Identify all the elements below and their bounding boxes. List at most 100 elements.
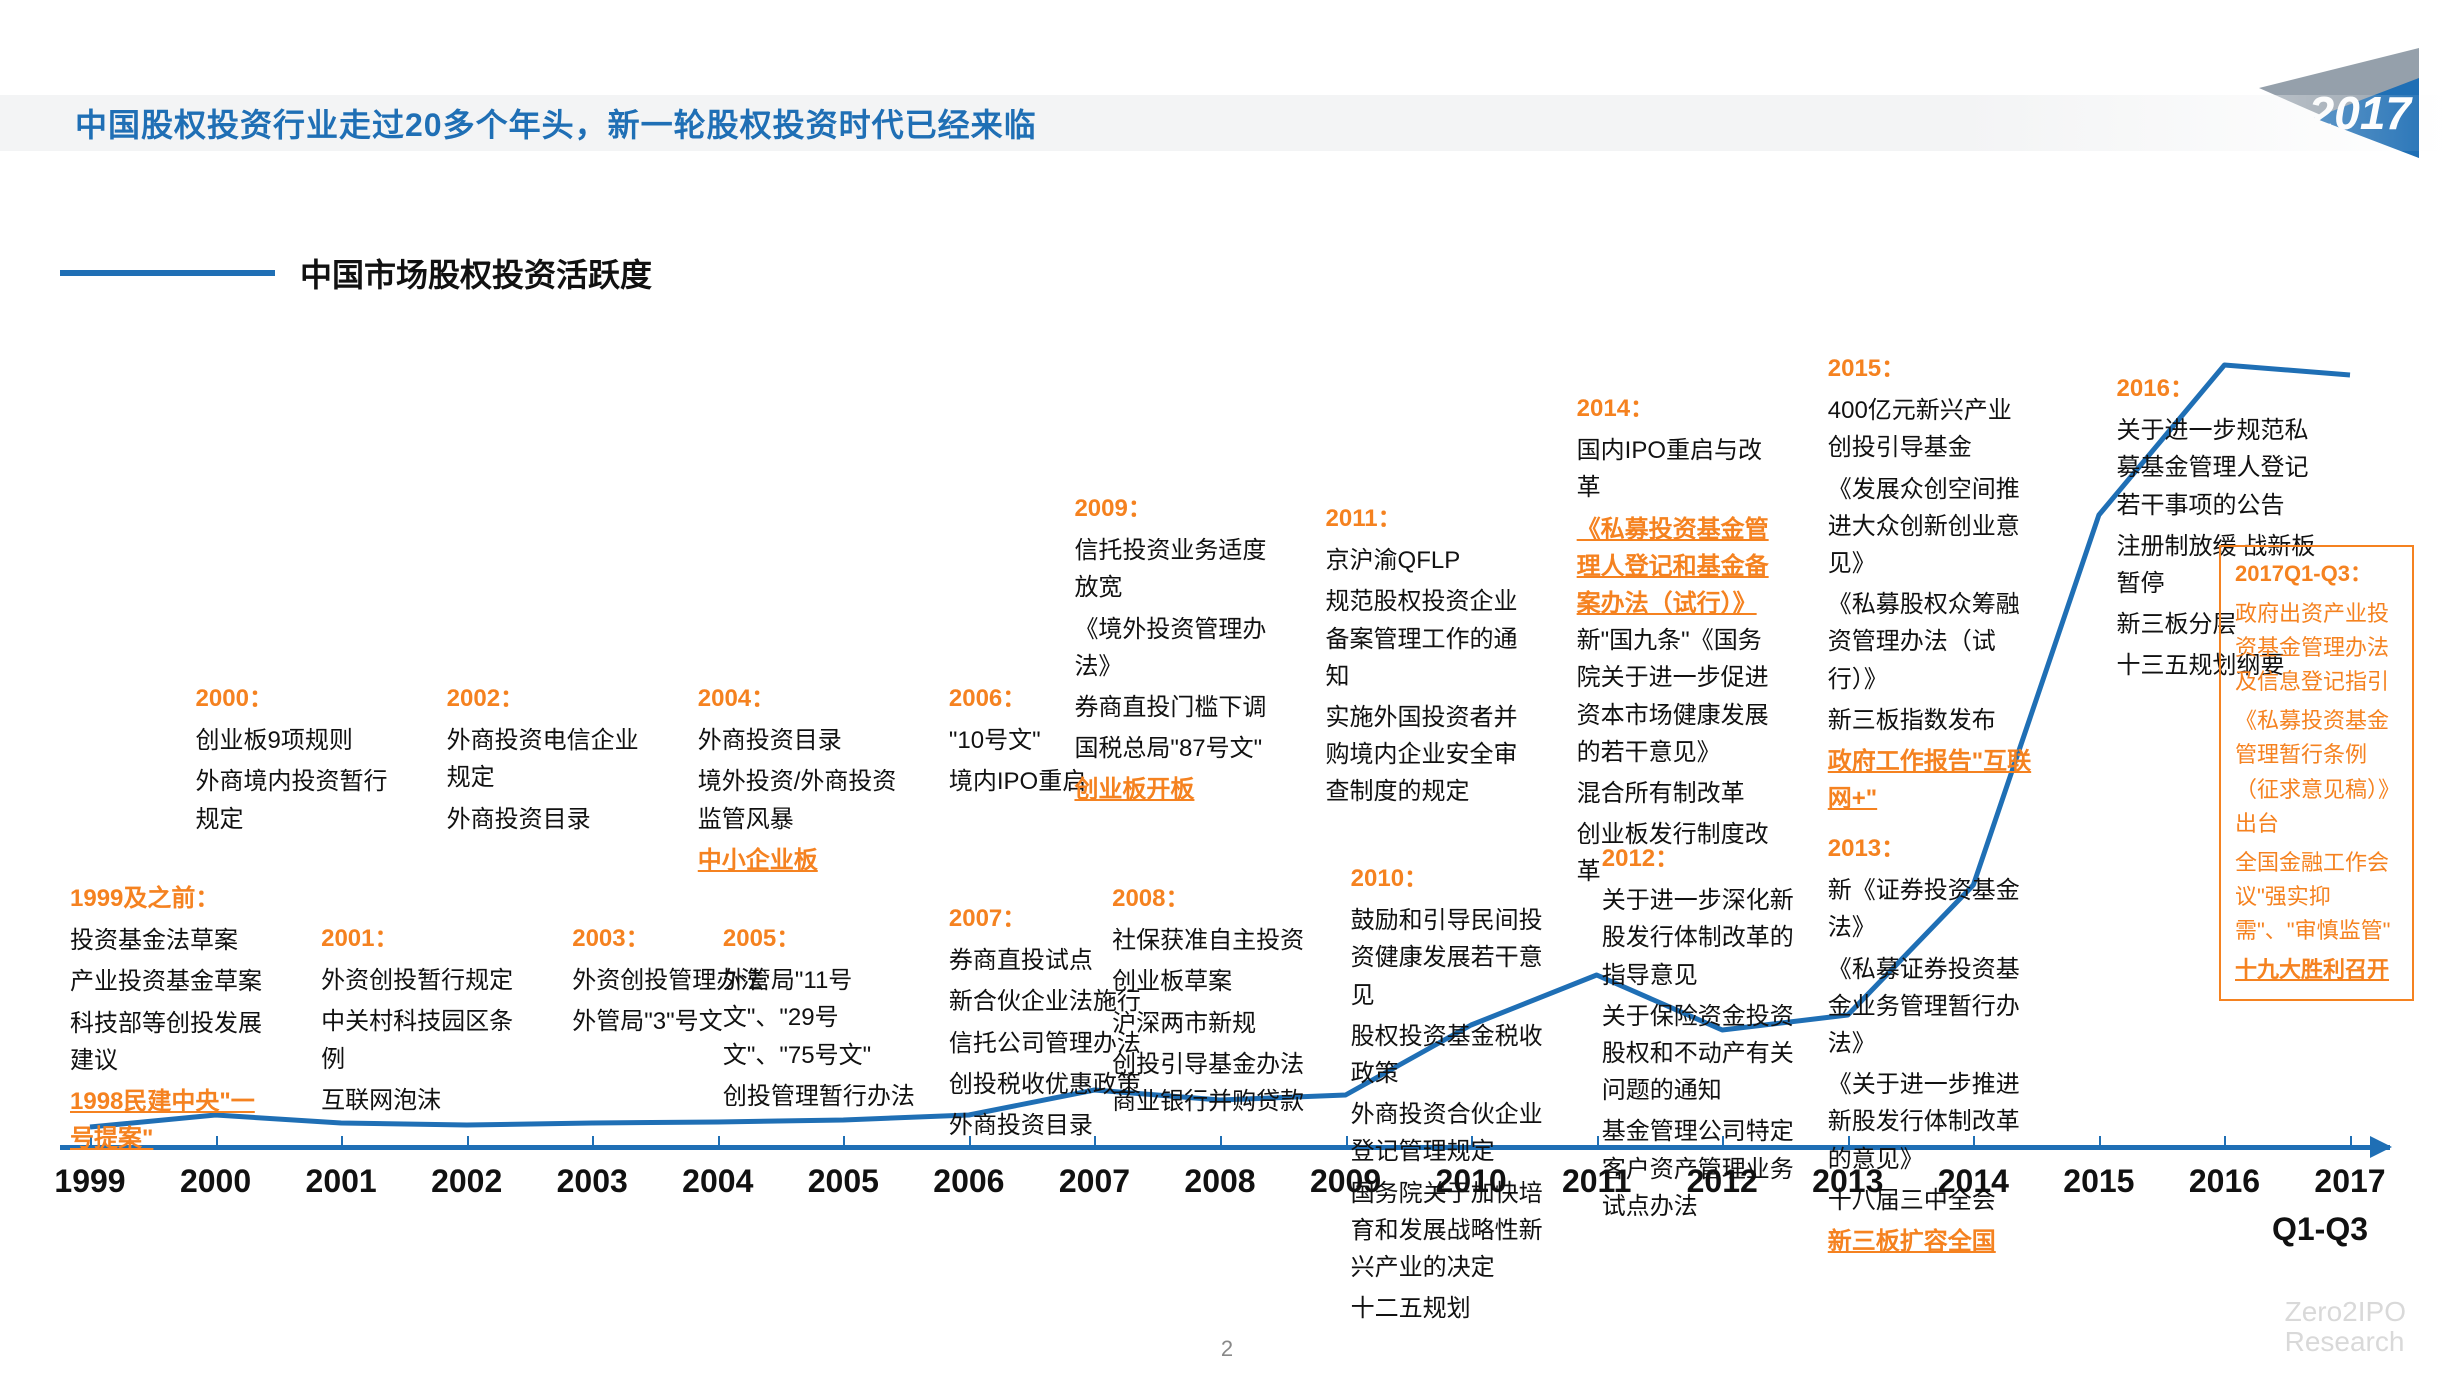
event-item: 十八届三中全会 [1828, 1182, 2033, 1219]
event-item: 科技部等创投发展建议 [70, 1005, 275, 1079]
x-axis-label: 2008 [1184, 1163, 1255, 1200]
x-tick [718, 1136, 720, 1150]
x-tick [341, 1136, 343, 1150]
event-column: 2001： 外资创投暂行规定中关村科技园区条例互联网泡沫 [321, 920, 526, 1123]
event-year-header: 2014： [1577, 390, 1782, 427]
event-highlight: 新三板扩容全国 [1828, 1223, 2033, 1260]
x-axis-label: 2003 [557, 1163, 628, 1200]
event-highlight: 《私募投资基金管理人登记和基金备案办法（试行）》 [1577, 511, 1782, 623]
event-item: 关于保险资金投资股权和不动产有关问题的通知 [1602, 998, 1807, 1110]
event-column: 2014： 国内IPO重启与改革《私募投资基金管理人登记和基金备案办法（试行）》新… [1577, 390, 1782, 894]
event-year-header: 2016： [2117, 370, 2322, 407]
event-column: 1999及之前：投资基金法草案产业投资基金草案科技部等创投发展建议1998民建中… [70, 880, 275, 1157]
x-tick [2099, 1136, 2101, 1150]
footer-brand-l1: Zero2IPO [2285, 1297, 2406, 1326]
event-item: 外商境内投资暂行规定 [196, 763, 401, 837]
event-item: 新"国九条"《国务院关于进一步促进资本市场健康发展的若干意见》 [1577, 622, 1782, 771]
event-item: 京沪渝QFLP [1326, 542, 1531, 579]
event-item: 国内IPO重启与改革 [1577, 432, 1782, 506]
event-year-header: 1999及之前： [70, 880, 275, 917]
page-number: 2 [1221, 1336, 1233, 1362]
event-year-header: 2013： [1828, 830, 2033, 867]
event-item: 券商直投门槛下调 [1074, 689, 1279, 726]
event-item: 基金管理公司特定客户资产管理业务试点办法 [1602, 1113, 1807, 1225]
event-column: 2000：创业板9项规则外商境内投资暂行规定 [196, 680, 401, 842]
event-year-header: 2015： [1828, 350, 2033, 387]
event-year-header: 2004： [698, 680, 903, 717]
event-column: 2004：外商投资目录境外投资/外商投资监管风暴中小企业板 [698, 680, 903, 879]
event-item: 《私募证券投资基金业务管理暂行办法》 [1828, 951, 2033, 1063]
event-item: 十二五规划 [1351, 1290, 1556, 1327]
event-item: 互联网泡沫 [321, 1082, 526, 1119]
event-item: 新《证券投资基金法》 [1828, 872, 2033, 946]
callout-item: 政府出资产业投资基金管理办法及信息登记指引 [2235, 597, 2398, 699]
callout-2017: 2017Q1-Q3：政府出资产业投资基金管理办法及信息登记指引《私募投资基金管理… [2219, 545, 2414, 1001]
event-highlight: 政府工作报告"互联网+" [1828, 743, 2033, 817]
event-item: 《境外投资管理办法》 [1074, 611, 1279, 685]
footer-brand: Zero2IPO Research [2285, 1297, 2406, 1356]
event-item: 《发展众创空间推进大众创新创业意见》 [1828, 471, 2033, 583]
x-tick [843, 1136, 845, 1150]
event-item: 信托投资业务适度放宽 [1074, 532, 1279, 606]
x-axis-label: 2006 [933, 1163, 1004, 1200]
event-column: 2015： 400亿元新兴产业创投引导基金《发展众创空间推进大众创新创业意见》《私… [1828, 350, 2033, 817]
x-axis-label: 2017 [2314, 1163, 2385, 1200]
event-item: 中关村科技园区条例 [321, 1003, 526, 1077]
event-item: 鼓励和引导民间投资健康发展若干意见 [1351, 902, 1556, 1014]
x-tick [2350, 1136, 2352, 1150]
event-highlight: 中小企业板 [698, 842, 903, 879]
event-item: 外商投资目录 [447, 801, 652, 838]
x-axis-label: 1999 [54, 1163, 125, 1200]
x-axis [60, 1145, 2390, 1150]
event-item: 股权投资基金税收政策 [1351, 1018, 1556, 1092]
callout-highlight: 十九大胜利召开 [2235, 953, 2398, 987]
event-item: 国税总局"87号文" [1074, 730, 1279, 767]
x-axis-sublabel: Q1-Q3 [2272, 1211, 2368, 1248]
x-tick [2224, 1136, 2226, 1150]
event-item: 关于进一步规范私募基金管理人登记若干事项的公告 [2117, 412, 2322, 524]
event-item: 创业板9项规则 [196, 722, 401, 759]
event-item: 400亿元新兴产业创投引导基金 [1828, 392, 2033, 466]
event-item: 创业板草案 [1112, 963, 1317, 1000]
x-axis-label: 2007 [1059, 1163, 1130, 1200]
x-axis-label: 2016 [2189, 1163, 2260, 1200]
event-column: 2010：鼓励和引导民间投资健康发展若干意见股权投资基金税收政策外商投资合伙企业… [1351, 860, 1556, 1331]
event-highlight: 创业板开板 [1074, 771, 1279, 808]
event-item: 投资基金法草案 [70, 922, 275, 959]
event-item: 外资创投暂行规定 [321, 962, 526, 999]
callout-item: 《私募投资基金管理暂行条例（征求意见稿）》出台 [2235, 704, 2398, 840]
event-item: 《私募股权众筹融资管理办法（试行）》 [1828, 586, 2033, 698]
event-year-header: 2001： [321, 920, 526, 957]
x-axis-label: 2000 [180, 1163, 251, 1200]
event-year-header: 2009： [1074, 490, 1279, 527]
page-title: 中国股权投资行业走过20多个年头，新一轮股权投资时代已经来临 [75, 100, 1037, 146]
x-axis-label: 2001 [306, 1163, 377, 1200]
event-item: 境外投资/外商投资监管风暴 [698, 763, 903, 837]
event-item: 新三板指数发布 [1828, 702, 2033, 739]
event-item: 实施外国投资者并购境内企业安全审查制度的规定 [1326, 699, 1531, 811]
event-column: 2005：外管局"11号文"、"29号文"、"75号文"创投管理暂行办法 [723, 920, 928, 1119]
event-item: 创投引导基金办法商业银行并购贷款 [1112, 1046, 1317, 1120]
x-tick [467, 1136, 469, 1150]
event-column: 2012： 关于进一步深化新股发行体制改革的指导意见关于保险资金投资股权和不动产有… [1602, 840, 1807, 1229]
timeline-chart: 1999200020012002200320042005200620072008… [60, 200, 2390, 1200]
event-item: 规范股权投资企业备案管理工作的通知 [1326, 583, 1531, 695]
event-item: 沪深两市新规 [1112, 1005, 1317, 1042]
event-year-header: 2008： [1112, 880, 1317, 917]
event-year-header: 2011： [1326, 500, 1531, 537]
event-item: 关于进一步深化新股发行体制改革的指导意见 [1602, 882, 1807, 994]
x-axis-label: 2015 [2063, 1163, 2134, 1200]
event-year-header: 2012： [1602, 840, 1807, 877]
event-item: 《关于进一步推进新股发行体制改革的意见》 [1828, 1066, 2033, 1178]
callout-item: 全国金融工作会议"强实抑需"、"审慎监管" [2235, 846, 2398, 948]
event-item: 创投管理暂行办法 [723, 1078, 928, 1115]
x-tick [1220, 1136, 1222, 1150]
event-column: 2002：外商投资电信企业规定外商投资目录 [447, 680, 652, 842]
event-item: 混合所有制改革 [1577, 775, 1782, 812]
event-column: 2011： 京沪渝QFLP 规范股权投资企业备案管理工作的通知实施外国投资者并购境内… [1326, 500, 1531, 815]
event-item: 外商投资电信企业规定 [447, 722, 652, 796]
x-tick [1346, 1136, 1348, 1150]
event-highlight: 1998民建中央"一号提案" [70, 1083, 275, 1157]
event-year-header: 2005： [723, 920, 928, 957]
event-item: 社保获准自主投资 [1112, 922, 1317, 959]
